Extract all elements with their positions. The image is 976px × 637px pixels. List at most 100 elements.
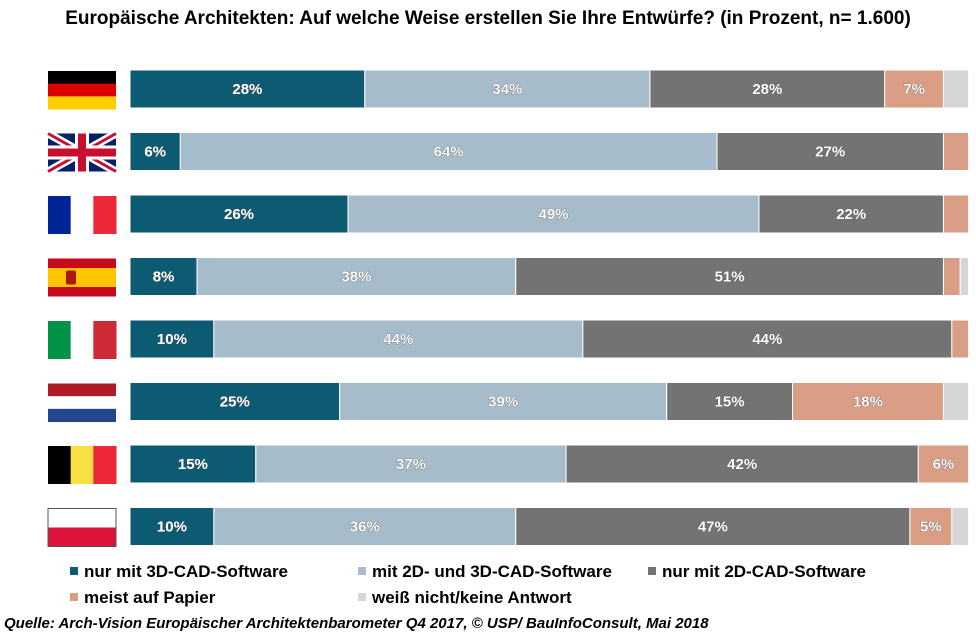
flag-stripe bbox=[93, 196, 117, 234]
bar-segment bbox=[255, 444, 567, 484]
bar-segment bbox=[942, 132, 970, 171]
flag-stripe bbox=[48, 383, 116, 397]
data-label: 7% bbox=[903, 81, 925, 98]
flag-stripe bbox=[48, 408, 116, 422]
data-label: 36% bbox=[350, 519, 380, 536]
flag-stripe bbox=[70, 446, 94, 484]
legend-swatch-2d bbox=[648, 566, 656, 575]
source-note: Quelle: Arch-Vision Europäischer Archite… bbox=[4, 615, 709, 632]
bar-segment bbox=[515, 507, 911, 546]
data-label: 38% bbox=[341, 269, 371, 286]
data-label: 5% bbox=[920, 519, 942, 536]
bar-segment bbox=[129, 319, 215, 359]
legend-item-3d: nur mit 3D-CAD-Software bbox=[70, 562, 288, 582]
flag-stripe bbox=[70, 321, 94, 359]
data-label: 26% bbox=[224, 206, 254, 223]
legend-label-unknown: weiß nicht/keine Antwort bbox=[372, 588, 572, 607]
bar-segment bbox=[792, 382, 944, 421]
data-label: 64% bbox=[434, 144, 464, 161]
data-label: 42% bbox=[727, 456, 757, 473]
bar-segment bbox=[129, 257, 198, 296]
netherlands-flag bbox=[48, 383, 116, 422]
bar-segment bbox=[129, 382, 341, 421]
data-label: 28% bbox=[752, 81, 782, 98]
germany-flag bbox=[48, 71, 116, 110]
data-label: 22% bbox=[836, 206, 866, 223]
france-flag bbox=[48, 196, 117, 234]
data-label: 28% bbox=[232, 81, 262, 98]
data-label: 44% bbox=[383, 331, 413, 348]
bar-segment bbox=[951, 319, 970, 359]
legend-swatch-3d bbox=[70, 566, 78, 575]
data-label: 51% bbox=[715, 269, 745, 286]
data-label: 6% bbox=[144, 144, 166, 161]
italy-flag bbox=[48, 321, 117, 359]
legend-label-paper: meist auf Papier bbox=[84, 588, 216, 607]
flag-stripe bbox=[93, 321, 117, 359]
bar-segment bbox=[213, 507, 517, 546]
bar-segment bbox=[917, 444, 970, 484]
data-label: 8% bbox=[153, 269, 175, 286]
legend-label-2d3d: mit 2D- und 3D-CAD-Software bbox=[372, 562, 612, 581]
legend-swatch-2d3d bbox=[358, 566, 366, 575]
flag-stripe bbox=[48, 83, 116, 97]
flag-stripe bbox=[70, 196, 94, 234]
data-label: 18% bbox=[853, 394, 883, 411]
legend-swatch-paper bbox=[70, 592, 78, 601]
flag-stripe bbox=[48, 396, 116, 410]
data-label: 44% bbox=[752, 331, 782, 348]
bar-segment bbox=[565, 444, 919, 484]
flag-stripe bbox=[48, 196, 72, 234]
bar-segment bbox=[129, 132, 181, 171]
data-label: 49% bbox=[538, 206, 568, 223]
flag-stripe bbox=[48, 268, 116, 287]
flag-stripe bbox=[48, 321, 72, 359]
bar-segment bbox=[942, 194, 970, 234]
data-label: 47% bbox=[698, 519, 728, 536]
bar-segment bbox=[942, 257, 961, 296]
flag-stripe bbox=[93, 446, 117, 484]
data-label: 10% bbox=[157, 331, 187, 348]
legend-item-2d: nur mit 2D-CAD-Software bbox=[648, 562, 866, 582]
flag-stripe bbox=[48, 71, 116, 85]
legend-swatch-unknown bbox=[358, 592, 366, 601]
data-label: 25% bbox=[220, 394, 250, 411]
bar-segment bbox=[515, 257, 944, 296]
legend-label-3d: nur mit 3D-CAD-Software bbox=[84, 562, 289, 581]
bar-segment bbox=[129, 444, 257, 484]
bar-segment bbox=[339, 382, 668, 421]
bar-segment bbox=[347, 194, 760, 234]
legend-label-2d: nur mit 2D-CAD-Software bbox=[662, 562, 867, 581]
data-label: 10% bbox=[157, 519, 187, 536]
bar-segment bbox=[951, 507, 970, 546]
bar-segment bbox=[942, 382, 970, 421]
bar-segment bbox=[364, 69, 651, 109]
spain-flag bbox=[48, 258, 116, 297]
legend-item-unknown: weiß nicht/keine Antwort bbox=[358, 588, 572, 608]
data-label: 15% bbox=[178, 456, 208, 473]
bar-segment bbox=[213, 319, 584, 359]
flag-coat-of-arms bbox=[66, 270, 76, 285]
bar-segment bbox=[129, 507, 215, 546]
bar-segment bbox=[959, 257, 970, 296]
legend-item-2d3d: mit 2D- und 3D-CAD-Software bbox=[358, 562, 612, 582]
flag-stripe bbox=[48, 446, 72, 484]
poland-flag bbox=[47, 508, 117, 547]
bar-segment bbox=[582, 319, 953, 359]
data-label: 39% bbox=[488, 394, 518, 411]
bar-segment bbox=[716, 132, 944, 171]
bar-segment bbox=[942, 69, 970, 109]
uk-flag bbox=[46, 130, 118, 175]
flag-stripe bbox=[48, 96, 116, 110]
data-label: 34% bbox=[492, 81, 522, 98]
flag-stripe bbox=[48, 508, 116, 528]
data-label: 15% bbox=[715, 394, 745, 411]
bar-segment bbox=[196, 257, 517, 296]
data-label: 6% bbox=[933, 456, 955, 473]
chart-title: Europäische Architekten: Auf welche Weis… bbox=[65, 8, 911, 29]
legend-item-paper: meist auf Papier bbox=[70, 588, 215, 608]
flag-border bbox=[47, 508, 117, 547]
flag-stripe bbox=[48, 527, 116, 547]
data-label: 27% bbox=[815, 144, 845, 161]
data-label: 37% bbox=[396, 456, 426, 473]
